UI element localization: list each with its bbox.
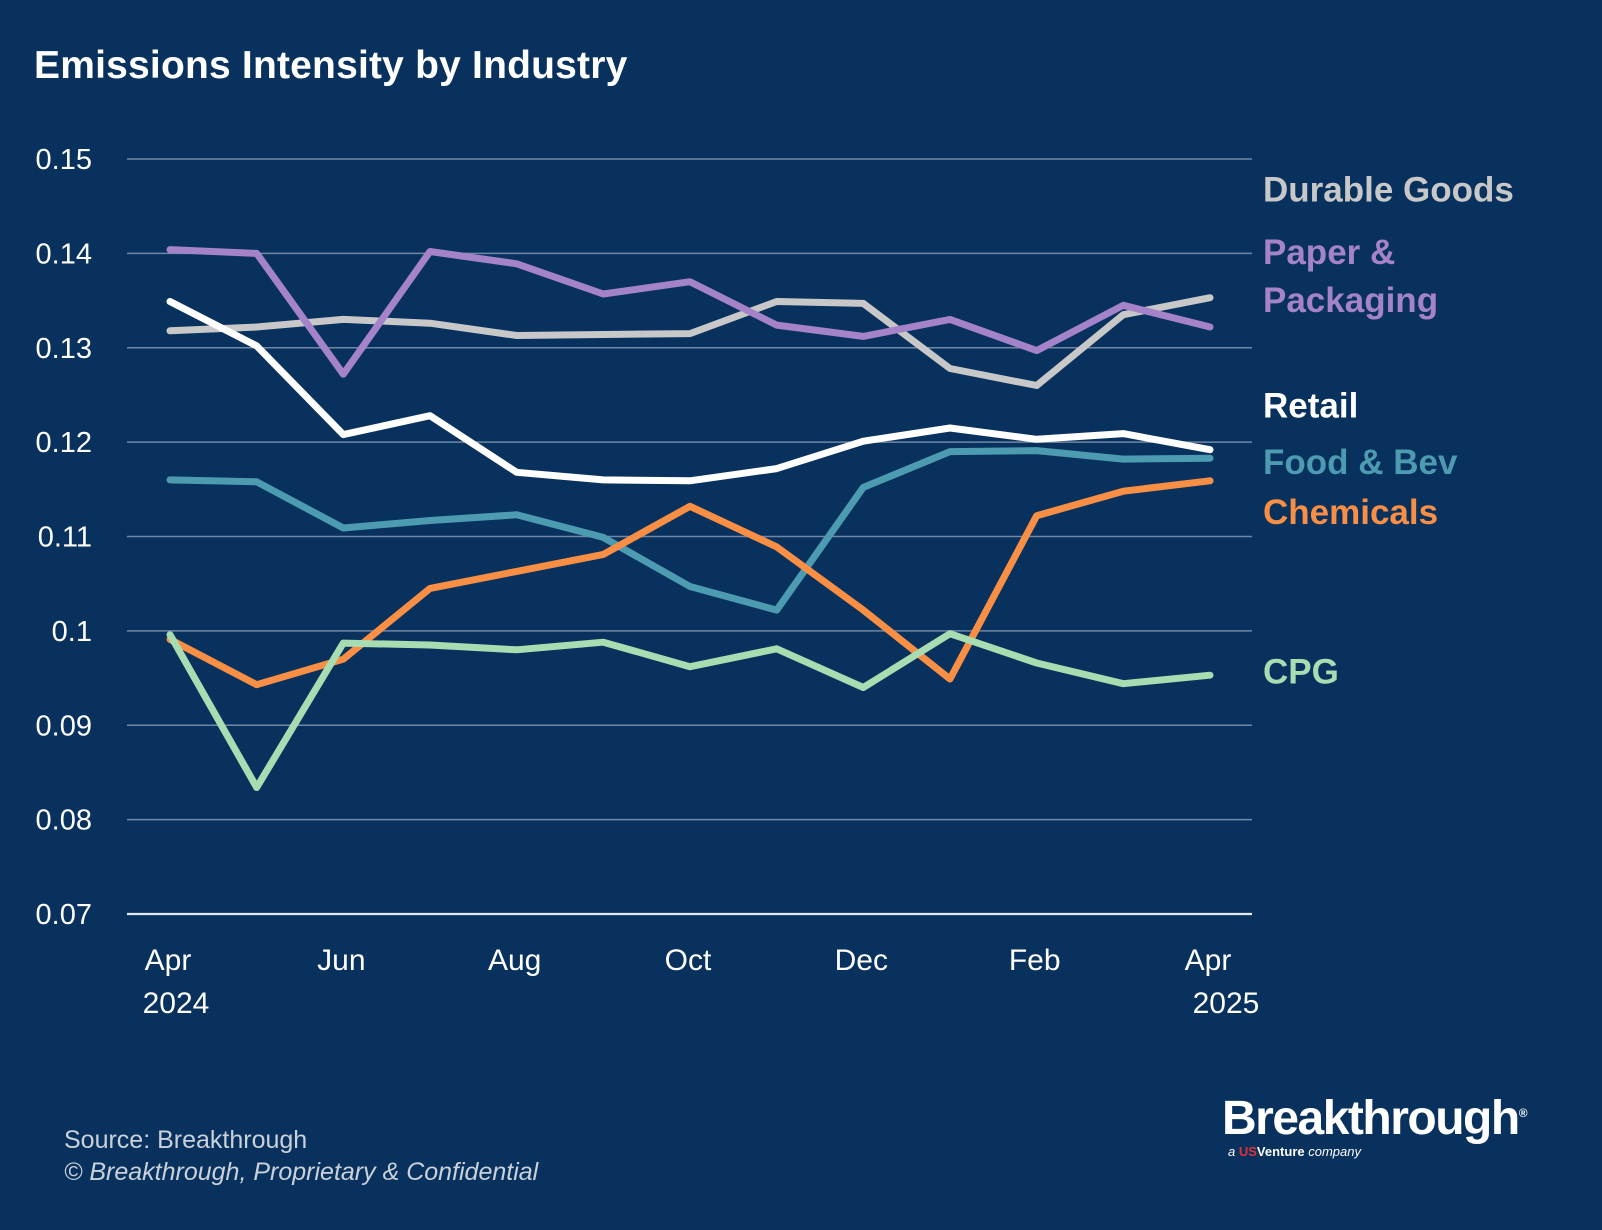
copyright-note: © Breakthrough, Proprietary & Confidenti… bbox=[64, 1158, 539, 1186]
legend: Durable Goods Paper & Packaging Retail Food … bbox=[1263, 170, 1514, 691]
x-tick-year-label: 2025 bbox=[1193, 987, 1260, 1020]
series-line-retail bbox=[166, 298, 1214, 485]
logo-wordmark-text: Breakthrough bbox=[1222, 1092, 1520, 1145]
page-title: Emissions Intensity by Industry bbox=[34, 44, 628, 87]
usventure-venture: Venture bbox=[1256, 1144, 1305, 1159]
usventure-us: US bbox=[1238, 1144, 1257, 1159]
legend-label-chemicals: Chemicals bbox=[1263, 493, 1438, 532]
usventure-mark: USVenture bbox=[1239, 1144, 1305, 1159]
x-tick-label: Feb bbox=[1009, 944, 1061, 977]
y-tick-label: 0.09 bbox=[36, 710, 92, 742]
series-lines bbox=[166, 246, 1214, 791]
logo-tagline: a USVenture company bbox=[1228, 1144, 1552, 1159]
y-tick-label: 0.12 bbox=[36, 427, 92, 459]
legend-label-durable-goods: Durable Goods bbox=[1263, 170, 1514, 209]
y-tick-label: 0.08 bbox=[36, 805, 92, 837]
y-tick-label: 0.1 bbox=[52, 616, 92, 648]
x-axis-tick-labels: Apr 2024 Jun Aug Oct Dec Feb Apr 2025 bbox=[143, 944, 1260, 1020]
gridlines bbox=[127, 158, 1252, 916]
x-tick-label: Dec bbox=[835, 944, 888, 977]
x-tick-label: Oct bbox=[665, 944, 712, 977]
logo-registered-mark: ® bbox=[1518, 1106, 1528, 1120]
source-note: Source: Breakthrough bbox=[64, 1126, 308, 1154]
series-line-chemicals bbox=[166, 477, 1214, 689]
legend-label-food-bev: Food & Bev bbox=[1263, 443, 1458, 482]
series-line-cpg bbox=[166, 630, 1214, 791]
series-line-durable-goods bbox=[166, 294, 1214, 389]
logo-tagline-prefix: a bbox=[1228, 1144, 1236, 1159]
y-tick-label: 0.11 bbox=[38, 522, 92, 554]
legend-label-paper-packaging: Packaging bbox=[1263, 281, 1438, 320]
x-tick-year-label: 2024 bbox=[143, 987, 210, 1020]
y-tick-label: 0.13 bbox=[36, 333, 92, 365]
legend-label-retail: Retail bbox=[1263, 387, 1358, 426]
x-tick-label: Jun bbox=[317, 944, 365, 977]
y-tick-label: 0.07 bbox=[36, 899, 92, 931]
series-line-food-bev bbox=[166, 447, 1214, 614]
series-line-paper-packaging bbox=[166, 246, 1214, 378]
x-tick-label: Apr bbox=[145, 944, 192, 977]
y-tick-label: 0.14 bbox=[36, 238, 92, 270]
logo-tagline-suffix: company bbox=[1308, 1144, 1361, 1159]
y-axis-tick-labels: 0.15 0.14 0.13 0.12 0.11 0.1 0.09 0.08 0.07 bbox=[36, 144, 92, 931]
logo-wordmark: Breakthrough® bbox=[1222, 1088, 1552, 1144]
x-tick-label: Apr bbox=[1185, 944, 1232, 977]
legend-label-paper-packaging: Paper & bbox=[1263, 233, 1395, 272]
legend-label-cpg: CPG bbox=[1263, 653, 1339, 692]
breakthrough-logo: Breakthrough® a USVenture company bbox=[1222, 1088, 1552, 1160]
y-tick-label: 0.15 bbox=[36, 144, 92, 176]
x-tick-label: Aug bbox=[488, 944, 541, 977]
